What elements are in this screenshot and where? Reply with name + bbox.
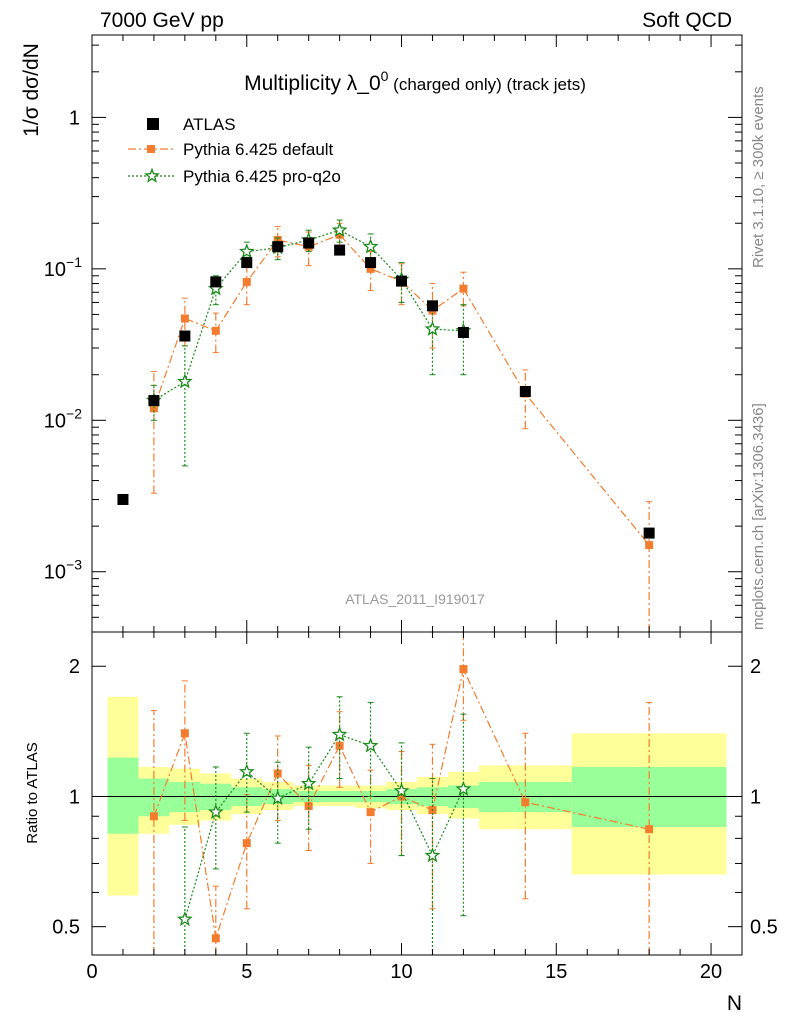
atlas-point <box>396 275 408 287</box>
y-tick-label-exponent: −2 <box>66 405 82 421</box>
x-tick-label: 0 <box>86 961 97 983</box>
ratio-y-tick-label-right: 2 <box>750 656 761 678</box>
proq2o-point <box>362 238 379 254</box>
default-point <box>335 230 344 239</box>
default-point <box>459 284 468 293</box>
default-point <box>180 314 189 323</box>
proq2o-point <box>176 373 193 389</box>
ratio-y-tick-label-left: 1 <box>69 786 80 808</box>
x-tick-label: 20 <box>700 961 722 983</box>
atlas-point <box>148 395 160 407</box>
xaxis-label: N <box>727 992 742 1015</box>
default-ratio-point <box>242 839 251 848</box>
ratio-ylabel: Ratio to ATLAS <box>24 742 41 843</box>
atlas-point <box>117 493 129 505</box>
legend-star-shape <box>144 167 160 183</box>
default-point <box>211 326 220 335</box>
y-tick-label-exponent: −3 <box>66 557 82 573</box>
y-tick-label-base: 10 <box>44 562 66 584</box>
plot-title: Multiplicity λ_00 (charged only) (track … <box>244 68 586 95</box>
default-ratio-point <box>459 665 468 674</box>
proq2o-series-line <box>153 229 464 402</box>
x-tick-label: 5 <box>241 961 252 983</box>
proq2o-point <box>238 243 255 259</box>
y-tick-label: 10−2 <box>44 405 82 432</box>
atlas-point <box>179 330 191 342</box>
default-ratio-point <box>149 812 158 821</box>
default-point <box>149 404 158 413</box>
ratio-uncertainty-band-inner <box>107 757 139 834</box>
legend-atlas-label: ATLAS <box>183 115 236 134</box>
legend-proq2o-label: Pythia 6.425 pro-q2o <box>183 167 341 186</box>
legend-default-label: Pythia 6.425 default <box>183 140 334 159</box>
proq2o-ratio-line <box>184 733 464 920</box>
legend: ATLAS Pythia 6.425 default Pythia 6.425 … <box>128 115 341 186</box>
ratio-panel-frame <box>91 631 743 956</box>
default-ratio-point <box>211 934 220 943</box>
plot-title-superscript: 0 <box>381 68 389 84</box>
proq2o-point <box>424 320 441 336</box>
default-point <box>645 541 654 550</box>
proq2o-ratio-point <box>331 726 348 742</box>
y-tick-label-base: 10 <box>44 410 66 432</box>
ratio-y-tick-label-right: 0.5 <box>750 917 778 939</box>
plot-title-suffix: (charged only) (track jets) <box>388 75 585 94</box>
y-tick-label: 10−3 <box>44 557 82 584</box>
analysis-label: ATLAS_2011_I919017 <box>345 591 485 607</box>
atlas-point <box>241 257 253 269</box>
atlas-point <box>272 241 284 253</box>
header-right-label: Soft QCD <box>642 9 732 32</box>
default-point <box>242 277 251 286</box>
default-ratio-point <box>521 798 530 807</box>
legend-default-marker <box>147 145 155 153</box>
atlas-point <box>334 244 346 256</box>
proq2o-ratio-point <box>207 803 224 819</box>
default-ratio-point <box>304 802 313 811</box>
legend-atlas-marker <box>147 118 159 130</box>
y-tick-label-base: 10 <box>44 259 66 281</box>
proq2o-point <box>331 221 348 237</box>
default-ratio-point <box>366 808 375 817</box>
atlas-point <box>426 300 438 312</box>
ratio-y-tick-label-right: 1 <box>750 786 761 808</box>
atlas-point <box>519 385 531 397</box>
x-tick-label: 10 <box>390 961 412 983</box>
plot-title-main: Multiplicity λ_0 <box>244 72 381 95</box>
mcplots-source-label: mcplots.cern.ch [arXiv:1306.3436] <box>750 403 767 630</box>
ratio-panel-series <box>149 631 654 956</box>
x-tick-label: 15 <box>545 961 567 983</box>
proq2o-ratio-point <box>300 775 317 791</box>
proq2o-ratio-point <box>177 911 193 927</box>
atlas-point <box>210 276 222 288</box>
top-panel-ticks: 10−310−210−11 <box>44 35 743 633</box>
rivet-version-label: Rivet 3.1.10, ≥ 300k events <box>750 86 767 268</box>
y-tick-label: 10−1 <box>44 254 82 281</box>
y-tick-label: 1 <box>69 107 80 129</box>
atlas-point <box>643 527 655 539</box>
y-tick-label-exponent: −1 <box>66 254 82 270</box>
proq2o-ratio-point <box>393 782 410 798</box>
ratio-y-tick-label-left: 2 <box>69 656 80 678</box>
proq2o-ratio-point <box>455 780 472 796</box>
atlas-point <box>303 237 315 249</box>
ratio-panel-ticks: 0 5 10 15 20 0.5 0.5 1 1 2 2 <box>52 632 778 983</box>
default-ratio-point <box>180 729 189 738</box>
atlas-point <box>365 257 377 269</box>
ratio-y-tick-label-left: 0.5 <box>52 917 80 939</box>
legend-proq2o-marker <box>144 167 160 183</box>
proq2o-ratio-point <box>362 737 379 753</box>
atlas-point <box>457 326 469 338</box>
top-ylabel: 1/σ dσ/dN <box>20 43 43 137</box>
header-left-label: 7000 GeV pp <box>100 9 224 32</box>
top-panel-series <box>117 219 655 633</box>
proq2o-ratio-point <box>238 763 255 779</box>
default-point <box>366 264 375 273</box>
default-ratio-point <box>645 825 654 834</box>
proq2o-ratio-point <box>424 847 441 863</box>
default-ratio-point <box>397 792 406 801</box>
proq2o-ratio-point <box>269 789 286 806</box>
